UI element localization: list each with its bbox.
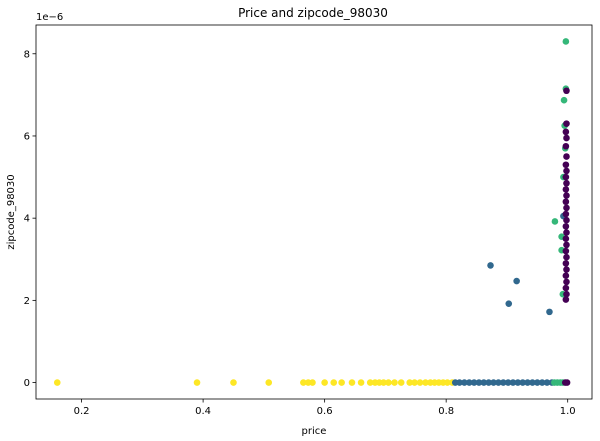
scatter-point [546, 308, 553, 316]
scatter-point [563, 290, 570, 298]
scatter-point [538, 379, 546, 386]
scatter-point [230, 379, 237, 386]
x-tick-label: 0.4 [195, 406, 211, 417]
x-axis-label: price [302, 426, 327, 437]
scatter-point [563, 241, 570, 249]
scatter-point [563, 253, 570, 261]
scatter-point [560, 96, 568, 104]
scatter-point [563, 278, 570, 286]
scatter-point [300, 379, 307, 386]
scatter-point [524, 379, 531, 386]
scatter-point [456, 379, 463, 386]
scatter-point [411, 379, 418, 386]
x-tick-label: 1.0 [560, 406, 576, 417]
scatter-point [504, 379, 512, 386]
scatter-point [563, 229, 570, 236]
scatter-point [551, 218, 559, 225]
scatter-point [562, 173, 570, 181]
scatter-point [385, 379, 392, 386]
scatter-point [422, 379, 429, 386]
y-tick-label: 4 [24, 214, 30, 225]
scatter-point [563, 379, 571, 386]
scatter-point [562, 38, 570, 45]
scatter-point [505, 300, 513, 307]
scatter-point [53, 379, 61, 386]
scatter-point [193, 379, 201, 386]
scatter-point [416, 379, 424, 386]
scatter-point [380, 379, 387, 386]
scatter-point [348, 379, 356, 386]
y-axis-label: zipcode_98030 [6, 174, 17, 249]
scatter-point [321, 379, 328, 386]
scatter-point [338, 379, 345, 386]
scatter-point [562, 272, 570, 280]
scatter-point [562, 223, 570, 230]
y-tick-label: 8 [24, 49, 30, 60]
x-tick-label: 0.6 [317, 406, 333, 417]
y-tick-label: 2 [24, 296, 30, 307]
scatter-point [562, 198, 570, 206]
data-points [53, 38, 571, 386]
scatter-point [562, 296, 570, 303]
scatter-point [406, 379, 414, 386]
y-axis-offset-label: 1e−6 [36, 12, 63, 23]
scatter-point [495, 379, 502, 386]
scatter-point [309, 379, 316, 386]
scatter-point [562, 284, 570, 292]
scatter-point [514, 379, 522, 386]
scatter-point [562, 186, 570, 193]
scatter-point [366, 379, 374, 386]
scatter-point [485, 379, 493, 386]
scatter-point [475, 379, 483, 386]
scatter-point [562, 210, 570, 218]
scatter-point [470, 379, 478, 386]
scatter-point [490, 379, 497, 386]
scatter-point [529, 379, 536, 386]
scatter-point [265, 379, 273, 386]
x-tick-label: 0.2 [74, 406, 90, 417]
scatter-point [563, 167, 570, 175]
scatter-point [562, 161, 570, 169]
chart-title: Price and zipcode_98030 [238, 6, 388, 20]
scatter-point [563, 216, 570, 224]
scatter-point [543, 379, 551, 386]
scatter-point [563, 134, 570, 142]
x-tick-label: 0.8 [438, 406, 454, 417]
scatter-point [562, 235, 570, 243]
scatter-point [513, 277, 520, 285]
scatter-point [397, 379, 405, 386]
scatter-point [562, 142, 570, 150]
y-tick-label: 6 [24, 131, 30, 142]
scatter-point [357, 379, 365, 386]
axes-ticks: 0.2 0.4 0.6 0.8 1.0 0 2 4 6 8 [24, 49, 576, 417]
y-tick-label: 0 [24, 378, 30, 389]
scatter-point [563, 179, 570, 187]
scatter-point [563, 266, 570, 273]
scatter-point [519, 379, 527, 386]
plot-frame [35, 24, 593, 400]
scatter-point [509, 379, 517, 386]
scatter-point [563, 192, 570, 199]
scatter-point [534, 379, 541, 386]
scatter-point [330, 379, 338, 386]
scatter-point [562, 247, 570, 255]
scatter-point [487, 262, 494, 269]
scatter-point [563, 87, 570, 95]
scatter-point [465, 379, 473, 386]
scatter-point [563, 120, 570, 127]
scatter-point [391, 379, 398, 386]
scatter-point [444, 379, 451, 386]
scatter-point [563, 204, 570, 212]
scatter-point [562, 260, 570, 267]
scatter-point [461, 379, 468, 386]
scatter-point [499, 379, 507, 386]
scatter-point [480, 379, 488, 386]
scatter-point [563, 153, 570, 160]
scatter-point [562, 128, 570, 136]
